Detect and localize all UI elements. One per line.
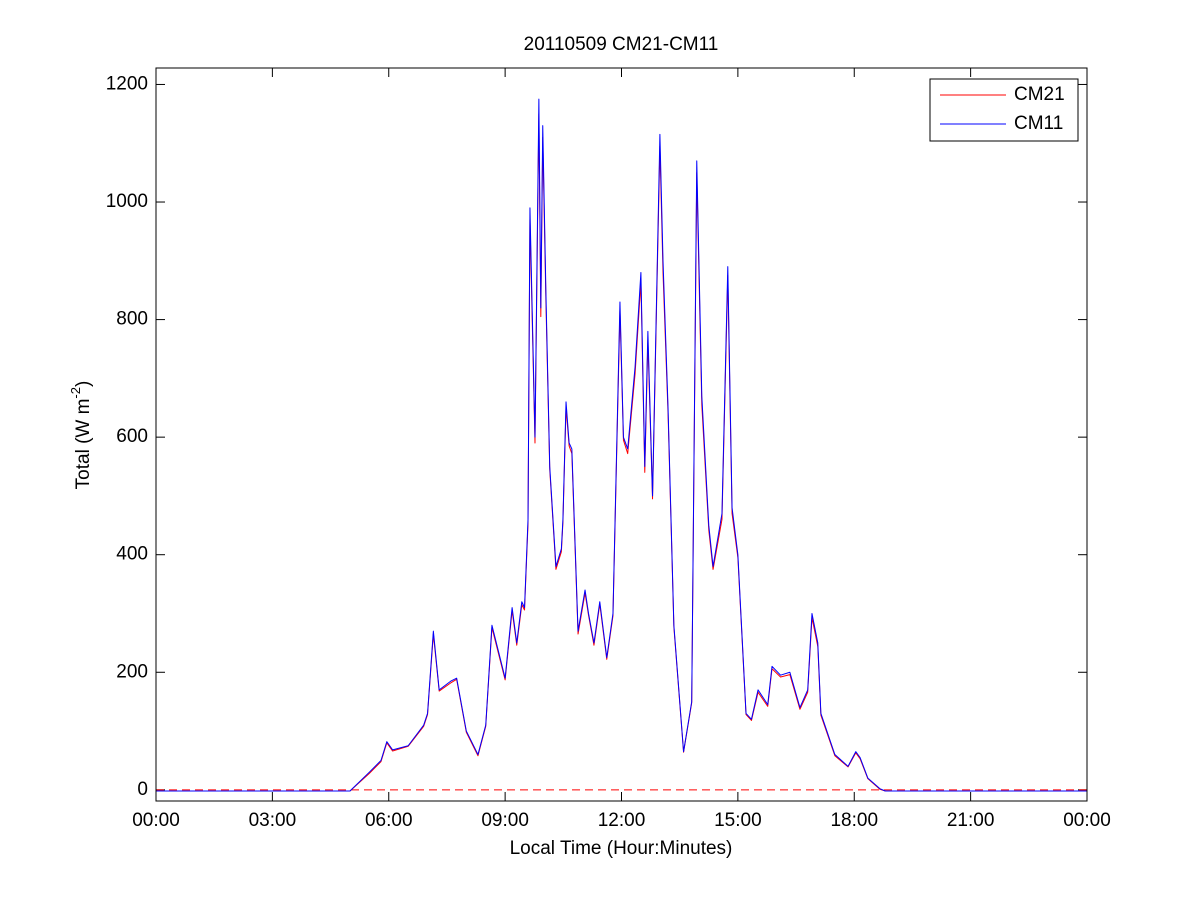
y-axis-label: Total (W m-2) <box>68 381 94 490</box>
series-line <box>156 98 1087 792</box>
y-tick-label: 0 <box>137 779 148 800</box>
y-tick-label: 800 <box>116 309 148 330</box>
x-tick-label: 12:00 <box>598 810 646 831</box>
x-tick-label: 09:00 <box>481 810 529 831</box>
y-label-suffix: ) <box>73 381 94 387</box>
legend-label: CM11 <box>1014 113 1063 134</box>
y-label-sup: -2 <box>68 387 83 399</box>
legend-box <box>929 78 1079 142</box>
y-tick-label: 1000 <box>106 191 148 212</box>
y-tick-label: 200 <box>116 661 148 682</box>
x-axis-label: Local Time (Hour:Minutes) <box>510 838 733 859</box>
x-tick-label: 00:00 <box>132 810 180 831</box>
x-tick-label: 06:00 <box>365 810 413 831</box>
x-tick-label: 21:00 <box>947 810 995 831</box>
y-tick-label: 1200 <box>106 73 148 94</box>
chart-title: 20110509 CM21-CM11 <box>524 34 719 55</box>
y-tick-label: 400 <box>116 544 148 565</box>
x-tick-label: 18:00 <box>830 810 878 831</box>
x-tick-label: 15:00 <box>714 810 762 831</box>
x-tick-label: 00:00 <box>1063 810 1111 831</box>
legend-label: CM21 <box>1014 84 1065 105</box>
y-label-text: Total (W m <box>73 399 94 490</box>
y-tick-label: 600 <box>116 426 148 447</box>
axes-box <box>155 67 1088 802</box>
x-tick-label: 03:00 <box>249 810 297 831</box>
